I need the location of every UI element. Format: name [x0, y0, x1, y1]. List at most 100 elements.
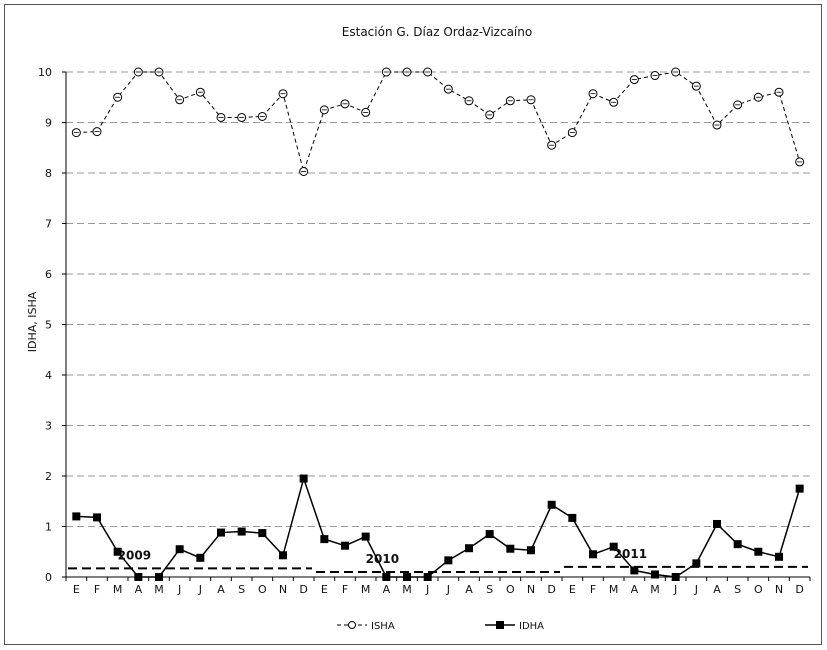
y-tick-label: 8 [45, 167, 52, 180]
year-label: 2009 [118, 548, 151, 562]
idha-point [93, 513, 101, 522]
idha-point [589, 550, 597, 559]
idha-point [444, 556, 453, 565]
x-tick-label: J [198, 583, 202, 596]
idha-point [175, 545, 184, 554]
idha-point [217, 528, 225, 537]
idha-point [754, 547, 763, 556]
x-tick-label: M [609, 583, 619, 596]
x-tick-label: E [321, 583, 328, 596]
idha-point [72, 512, 81, 521]
idha-point [341, 541, 349, 550]
x-tick-label: N [279, 583, 287, 596]
year-label: 2011 [614, 547, 647, 561]
y-tick-label: 2 [45, 470, 52, 483]
y-tick-label: 3 [45, 420, 52, 433]
idha-point [258, 529, 267, 538]
y-tick-label: 0 [45, 571, 52, 584]
x-tick-label: A [631, 583, 639, 596]
idha-point [692, 559, 701, 568]
idha-point [423, 573, 432, 581]
x-tick-label: A [713, 583, 721, 596]
reference-lines: 2009 2010 2011 [68, 547, 808, 573]
idha-point [547, 500, 556, 509]
x-tick-label: M [402, 583, 412, 596]
x-tick-label: F [590, 583, 596, 596]
legend-isha-swatch-marker [348, 621, 356, 629]
idha-point [382, 573, 391, 581]
x-tick-label: M [650, 583, 660, 596]
x-tick-label: D [547, 583, 555, 596]
idha-point [237, 527, 246, 536]
y-tick-label: 1 [45, 521, 52, 534]
idha-point [568, 513, 577, 522]
y-tick-label: 4 [45, 369, 52, 382]
x-tick-label: A [383, 583, 391, 596]
grid-layer [66, 71, 810, 527]
idha-point [795, 484, 804, 493]
x-tick-label: O [258, 583, 267, 596]
idha-point [527, 546, 535, 555]
x-tick-label: A [217, 583, 225, 596]
x-tick-label: D [795, 583, 803, 596]
x-tick-label: J [425, 583, 429, 596]
x-tick-label: O [506, 583, 515, 596]
idha-point [775, 552, 783, 561]
chart-svg: Estación G. Díaz Ordaz-Vizcaíno IDHA, IS… [26, 25, 811, 632]
x-tick-label: F [94, 583, 100, 596]
idha-point [651, 570, 659, 579]
idha-point [196, 553, 205, 562]
idha-point [403, 573, 411, 581]
series-layer [71, 67, 805, 581]
y-tick-label: 5 [45, 319, 52, 332]
year-label: 2010 [366, 552, 399, 566]
idha-point [134, 573, 143, 581]
x-tick-label: S [486, 583, 493, 596]
legend: ISHA IDHA [337, 621, 544, 632]
x-tick-label: J [694, 583, 698, 596]
legend-isha-label: ISHA [371, 621, 395, 632]
legend-idha-label: IDHA [519, 621, 544, 632]
idha-point [299, 474, 308, 483]
x-tick-label: J [673, 583, 677, 596]
x-tick-label: F [342, 583, 348, 596]
x-tick-label: E [569, 583, 576, 596]
idha-point [485, 530, 494, 539]
chart-frame: Estación G. Díaz Ordaz-Vizcaíno IDHA, IS… [4, 4, 822, 645]
x-tick-label: M [113, 583, 123, 596]
idha-point [506, 544, 515, 553]
y-tick-label: 10 [38, 66, 52, 79]
x-tick-label: S [238, 583, 245, 596]
x-tick-label: J [177, 583, 181, 596]
isha-line [76, 71, 801, 174]
x-tick-label: O [754, 583, 763, 596]
y-tick-label: 9 [45, 117, 52, 130]
idha-point [320, 535, 329, 544]
y-axis-label: IDHA, ISHA [26, 291, 39, 352]
x-tick-label: S [734, 583, 741, 596]
x-tick-label: M [154, 583, 164, 596]
y-tick-label: 7 [45, 218, 52, 231]
idha-point [465, 544, 473, 553]
idha-point [630, 566, 639, 575]
x-tick-label: J [446, 583, 450, 596]
legend-idha-swatch-marker [496, 621, 504, 629]
idha-point [713, 519, 721, 528]
y-tick-label: 6 [45, 268, 52, 281]
x-tick-label: A [465, 583, 473, 596]
chart-title: Estación G. Díaz Ordaz-Vizcaíno [342, 25, 532, 39]
idha-point [361, 532, 370, 541]
x-tick-label: E [73, 583, 80, 596]
idha-point [733, 540, 742, 549]
x-tick-label: D [299, 583, 307, 596]
idha-point [113, 547, 122, 556]
x-tick-label: N [775, 583, 783, 596]
idha-point [609, 542, 618, 551]
idha-point [671, 573, 680, 581]
x-tick-label: A [135, 583, 143, 596]
idha-line [76, 475, 801, 578]
x-tick-label: N [527, 583, 535, 596]
idha-point [155, 573, 163, 581]
x-tick-label: M [361, 583, 371, 596]
